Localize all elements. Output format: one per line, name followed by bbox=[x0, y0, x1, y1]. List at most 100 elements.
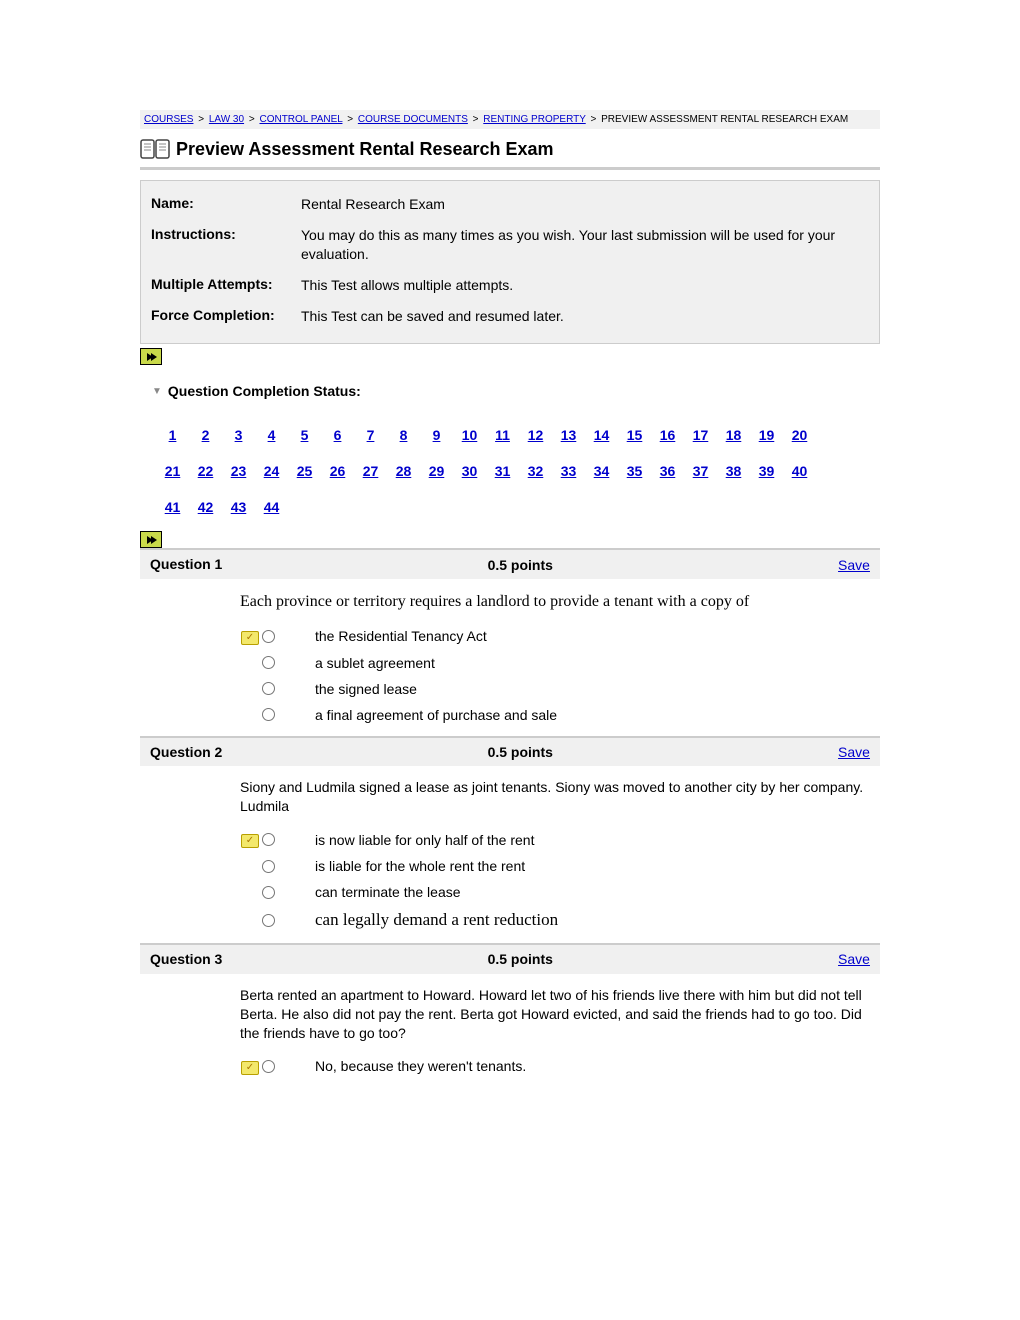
question-number: Question 3 bbox=[150, 951, 240, 968]
breadcrumb: COURSES > LAW 30 > CONTROL PANEL > COURS… bbox=[140, 110, 880, 129]
question-nav: 1234567891011121314151617181920212223242… bbox=[140, 405, 880, 531]
breadcrumb-sep: > bbox=[345, 114, 355, 125]
question-text: Each province or territory requires a la… bbox=[240, 587, 880, 623]
breadcrumb-sep: > bbox=[589, 114, 599, 125]
question-nav-link[interactable]: 28 bbox=[387, 463, 420, 479]
question-nav-link[interactable]: 30 bbox=[453, 463, 486, 479]
breadcrumb-link[interactable]: COURSES bbox=[144, 114, 193, 125]
answer-key-icon: ✓ bbox=[240, 1058, 260, 1075]
option-radio[interactable] bbox=[262, 914, 275, 927]
question-nav-link[interactable]: 20 bbox=[783, 427, 816, 443]
option-text: No, because they weren't tenants. bbox=[315, 1058, 526, 1074]
question-nav-link[interactable]: 18 bbox=[717, 427, 750, 443]
question-nav-link[interactable]: 22 bbox=[189, 463, 222, 479]
breadcrumb-link[interactable]: LAW 30 bbox=[209, 114, 244, 125]
question-header: Question 10.5 pointsSave bbox=[140, 550, 880, 579]
question-nav-link[interactable]: 9 bbox=[420, 427, 453, 443]
question-nav-link[interactable]: 25 bbox=[288, 463, 321, 479]
option-radio[interactable] bbox=[262, 682, 275, 695]
save-link[interactable]: Save bbox=[838, 744, 870, 760]
question-nav-link[interactable]: 16 bbox=[651, 427, 684, 443]
question-nav-link[interactable]: 42 bbox=[189, 499, 222, 515]
question-nav-link[interactable]: 15 bbox=[618, 427, 651, 443]
option-text: the signed lease bbox=[315, 681, 417, 697]
option-row: ✓is now liable for only half of the rent bbox=[240, 826, 880, 853]
question-nav-link[interactable]: 24 bbox=[255, 463, 288, 479]
question-nav-link[interactable]: 17 bbox=[684, 427, 717, 443]
option-text: a final agreement of purchase and sale bbox=[315, 707, 557, 723]
breadcrumb-link[interactable]: CONTROL PANEL bbox=[259, 114, 342, 125]
question-nav-link[interactable]: 34 bbox=[585, 463, 618, 479]
question-nav-link[interactable]: 43 bbox=[222, 499, 255, 515]
question-nav-link[interactable]: 35 bbox=[618, 463, 651, 479]
submit-arrow-icon[interactable] bbox=[140, 348, 162, 365]
option-radio[interactable] bbox=[262, 656, 275, 669]
question-nav-link[interactable]: 12 bbox=[519, 427, 552, 443]
question-nav-link[interactable]: 40 bbox=[783, 463, 816, 479]
question-nav-link[interactable]: 44 bbox=[255, 499, 288, 515]
question-nav-link[interactable]: 37 bbox=[684, 463, 717, 479]
breadcrumb-link[interactable]: COURSE DOCUMENTS bbox=[358, 114, 468, 125]
question-nav-link[interactable]: 36 bbox=[651, 463, 684, 479]
question-nav-link[interactable]: 2 bbox=[189, 427, 222, 443]
question-nav-link[interactable]: 19 bbox=[750, 427, 783, 443]
question-nav-link[interactable]: 38 bbox=[717, 463, 750, 479]
option-radio[interactable] bbox=[262, 1060, 275, 1073]
question-block: Question 10.5 pointsSaveEach province or… bbox=[140, 548, 880, 735]
info-attempts-value: This Test allows multiple attempts. bbox=[301, 276, 513, 295]
save-link[interactable]: Save bbox=[838, 951, 870, 967]
option-radio[interactable] bbox=[262, 630, 275, 643]
option-radio[interactable] bbox=[262, 833, 275, 846]
question-nav-link[interactable]: 4 bbox=[255, 427, 288, 443]
question-nav-link[interactable]: 1 bbox=[156, 427, 189, 443]
breadcrumb-sep: > bbox=[247, 114, 257, 125]
question-block: Question 20.5 pointsSaveSiony and Ludmil… bbox=[140, 736, 880, 944]
option-radio[interactable] bbox=[262, 708, 275, 721]
info-name-value: Rental Research Exam bbox=[301, 195, 445, 214]
submit-arrow-icon[interactable] bbox=[140, 531, 162, 548]
question-nav-link[interactable]: 8 bbox=[387, 427, 420, 443]
option-text: can terminate the lease bbox=[315, 884, 461, 900]
option-text: is now liable for only half of the rent bbox=[315, 832, 534, 848]
assessment-info-box: Name: Rental Research Exam Instructions:… bbox=[140, 180, 880, 344]
question-completion-label: Question Completion Status: bbox=[168, 383, 361, 399]
question-nav-link[interactable]: 10 bbox=[453, 427, 486, 443]
save-link[interactable]: Save bbox=[838, 557, 870, 573]
question-nav-link[interactable]: 26 bbox=[321, 463, 354, 479]
title-rule bbox=[140, 167, 880, 170]
question-nav-link[interactable]: 5 bbox=[288, 427, 321, 443]
info-name-label: Name: bbox=[151, 195, 301, 214]
question-nav-link[interactable]: 23 bbox=[222, 463, 255, 479]
option-radio[interactable] bbox=[262, 886, 275, 899]
question-nav-link[interactable]: 14 bbox=[585, 427, 618, 443]
question-nav-link[interactable]: 13 bbox=[552, 427, 585, 443]
question-nav-link[interactable]: 31 bbox=[486, 463, 519, 479]
option-row: the signed lease bbox=[240, 676, 880, 702]
question-header: Question 20.5 pointsSave bbox=[140, 738, 880, 767]
question-nav-link[interactable]: 33 bbox=[552, 463, 585, 479]
question-completion-header[interactable]: ▼ Question Completion Status: bbox=[140, 365, 880, 405]
page-title: Preview Assessment Rental Research Exam bbox=[176, 139, 554, 160]
option-text: can legally demand a rent reduction bbox=[315, 910, 558, 930]
option-text: the Residential Tenancy Act bbox=[315, 628, 487, 644]
question-nav-link[interactable]: 32 bbox=[519, 463, 552, 479]
collapse-icon: ▼ bbox=[152, 386, 162, 397]
question-nav-link[interactable]: 27 bbox=[354, 463, 387, 479]
question-nav-link[interactable]: 21 bbox=[156, 463, 189, 479]
question-nav-link[interactable]: 39 bbox=[750, 463, 783, 479]
question-nav-link[interactable]: 29 bbox=[420, 463, 453, 479]
question-nav-link[interactable]: 7 bbox=[354, 427, 387, 443]
question-number: Question 2 bbox=[150, 744, 240, 761]
question-nav-link[interactable]: 6 bbox=[321, 427, 354, 443]
info-instructions-label: Instructions: bbox=[151, 226, 301, 264]
question-points: 0.5 points bbox=[488, 557, 553, 573]
question-nav-link[interactable]: 3 bbox=[222, 427, 255, 443]
option-row: a sublet agreement bbox=[240, 650, 880, 676]
breadcrumb-link[interactable]: RENTING PROPERTY bbox=[483, 114, 585, 125]
option-radio[interactable] bbox=[262, 860, 275, 873]
breadcrumb-sep: > bbox=[196, 114, 206, 125]
question-nav-link[interactable]: 11 bbox=[486, 427, 519, 443]
option-text: is liable for the whole rent the rent bbox=[315, 858, 525, 874]
option-text: a sublet agreement bbox=[315, 655, 435, 671]
question-nav-link[interactable]: 41 bbox=[156, 499, 189, 515]
